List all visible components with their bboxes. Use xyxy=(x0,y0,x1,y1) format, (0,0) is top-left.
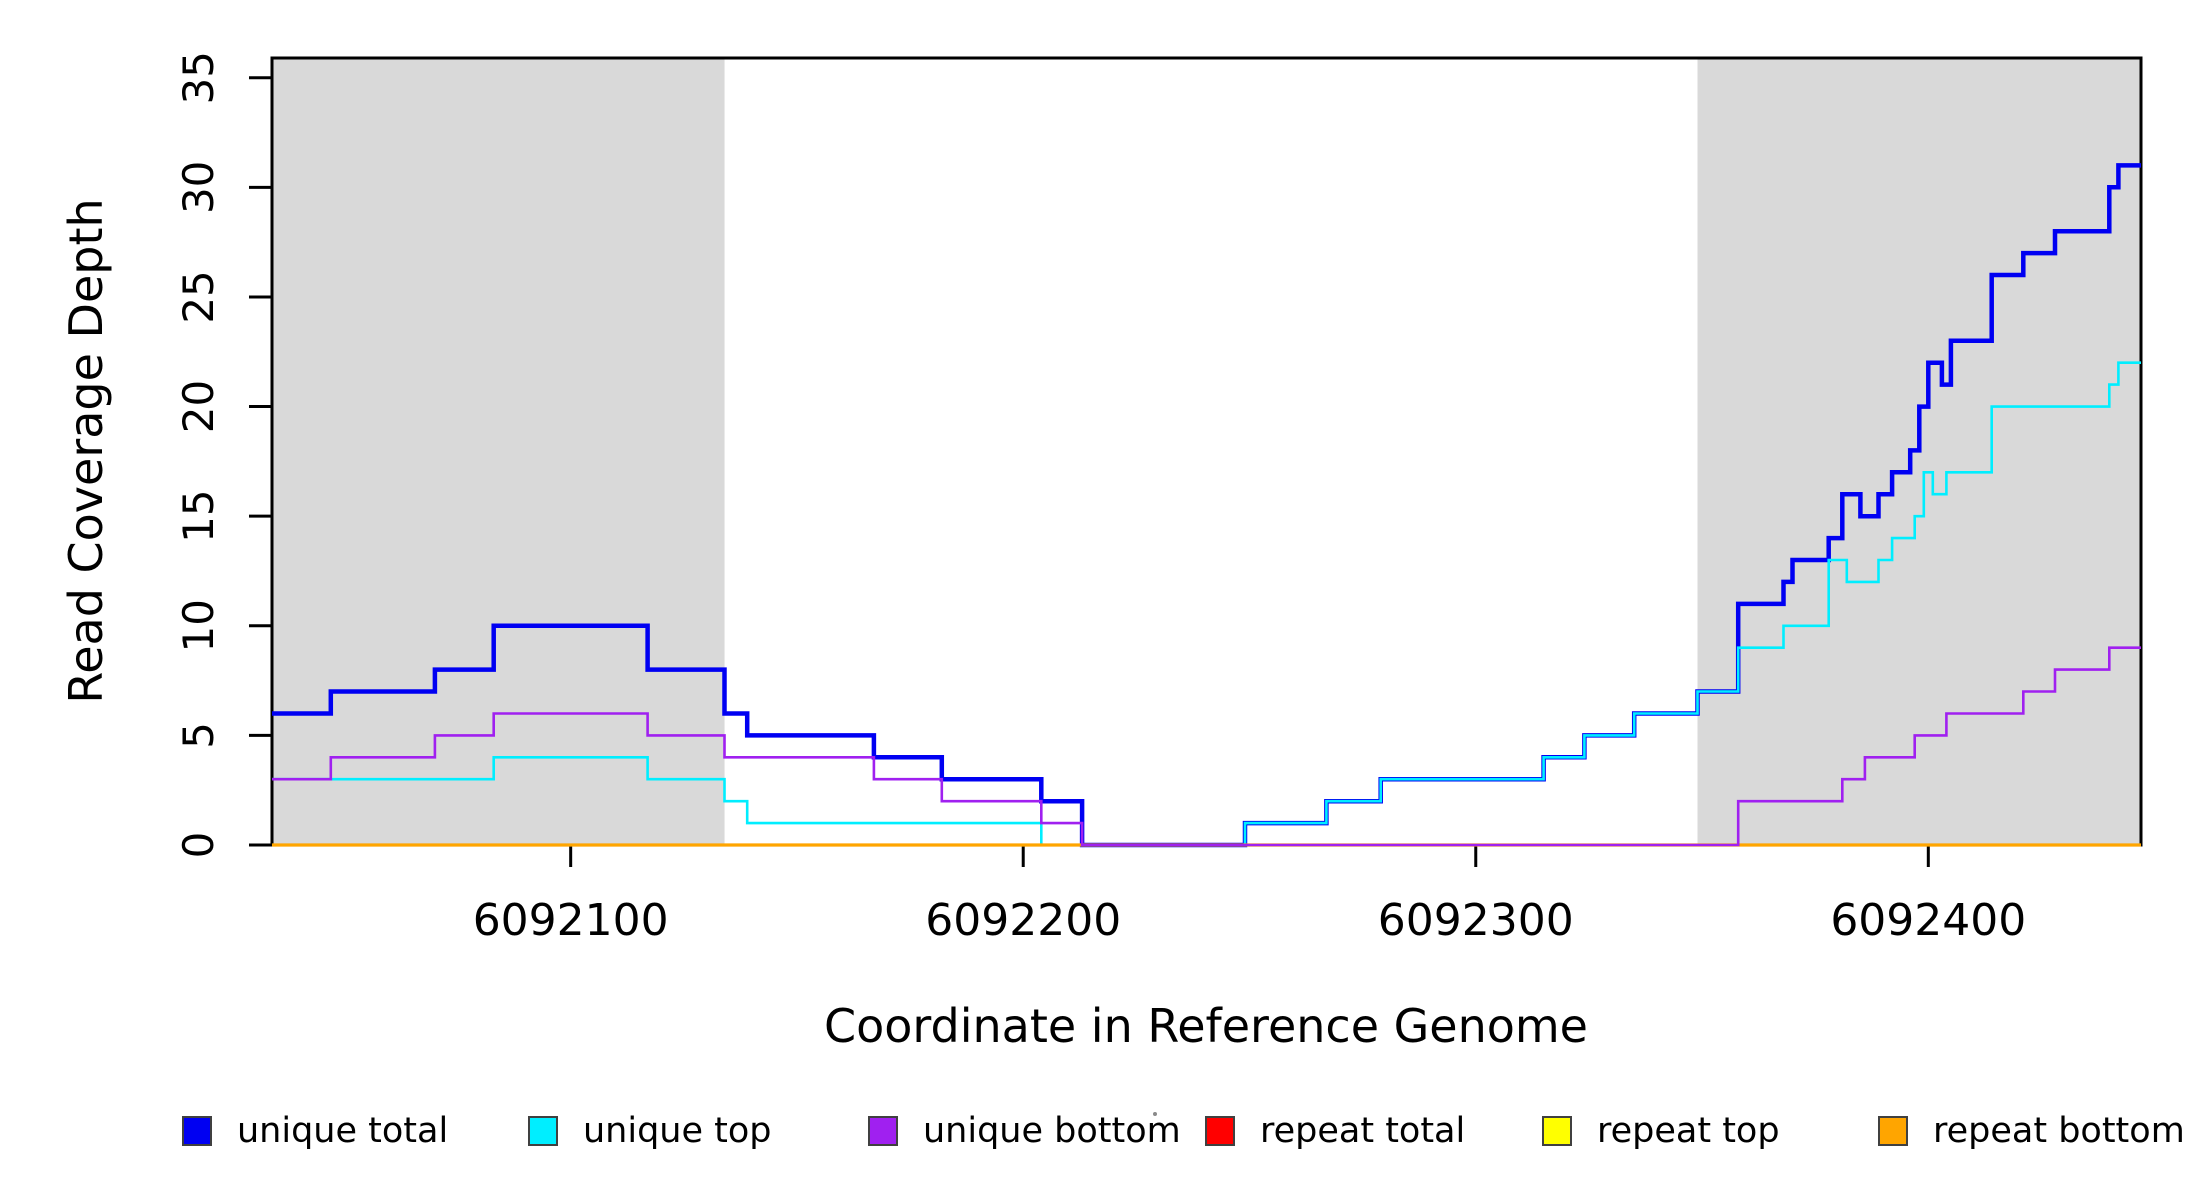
y-tick-label: 30 xyxy=(174,161,223,214)
x-tick-label: 6092200 xyxy=(925,895,1121,946)
legend-swatch-icon xyxy=(868,1116,898,1146)
y-axis-title: Read Coverage Depth xyxy=(59,198,113,704)
legend-item-repeat-total: repeat total xyxy=(1205,1111,1466,1151)
legend-swatch-icon xyxy=(1878,1116,1908,1146)
legend-item-unique-bottom: unique bottom xyxy=(868,1111,1181,1151)
legend-label: repeat bottom xyxy=(1933,1111,2185,1151)
legend-label: repeat total xyxy=(1260,1111,1466,1151)
legend-label: unique total xyxy=(237,1111,449,1151)
y-tick-label: 25 xyxy=(174,270,223,323)
y-tick-label: 20 xyxy=(174,380,223,433)
x-tick-label: 6092300 xyxy=(1378,895,1574,946)
y-tick-label: 35 xyxy=(174,51,223,104)
shaded-repeat-region xyxy=(272,58,725,845)
series-unique-bottom xyxy=(272,646,2141,847)
y-tick-label: 10 xyxy=(174,599,223,652)
legend-item-unique-total: unique total xyxy=(182,1111,449,1151)
y-tick-label: 0 xyxy=(174,832,223,859)
legend-swatch-icon xyxy=(1205,1116,1235,1146)
legend-swatch-icon xyxy=(182,1116,212,1146)
legend-swatch-icon xyxy=(528,1116,558,1146)
legend-label: repeat top xyxy=(1597,1111,1780,1151)
legend-item-repeat-top: repeat top xyxy=(1542,1111,1780,1151)
x-axis-title: Coordinate in Reference Genome xyxy=(824,999,1588,1053)
x-tick-label: 6092100 xyxy=(473,895,669,946)
legend-label: unique top xyxy=(583,1111,772,1151)
y-tick-label: 15 xyxy=(174,489,223,542)
y-tick-label: 5 xyxy=(174,722,223,749)
x-tick-label: 6092400 xyxy=(1830,895,2026,946)
stray-dot-artifact xyxy=(1153,1112,1157,1116)
legend-label: unique bottom xyxy=(923,1111,1181,1151)
legend-item-unique-top: unique top xyxy=(528,1111,772,1151)
series-unique-top xyxy=(272,361,2141,847)
legend-swatch-icon xyxy=(1542,1116,1572,1146)
legend-item-repeat-bottom: repeat bottom xyxy=(1878,1111,2185,1151)
